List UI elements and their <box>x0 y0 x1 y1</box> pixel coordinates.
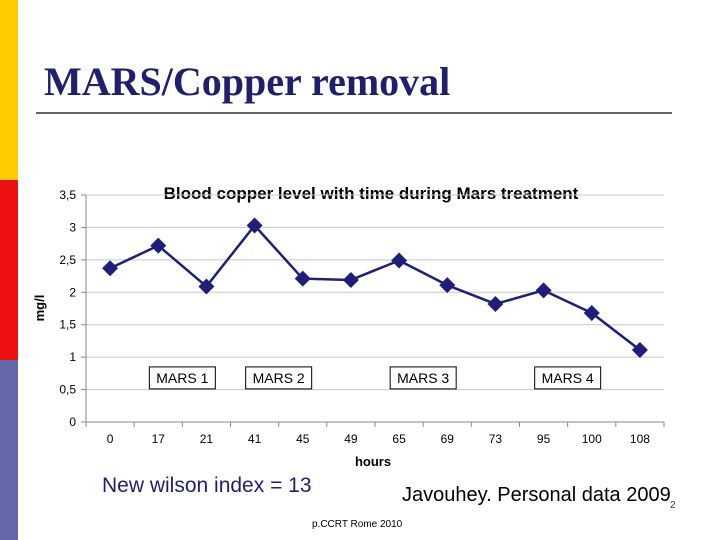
mars-label-text: MARS 4 <box>542 370 594 386</box>
x-tick-label: 65 <box>392 432 406 446</box>
chart-title: Blood copper level with time during Mars… <box>164 184 579 203</box>
data-point-marker <box>150 237 167 254</box>
data-point-marker <box>294 270 311 287</box>
accent-bar-red <box>0 180 18 360</box>
mars-session-label: MARS 2 <box>245 366 313 390</box>
wilson-index-note: New wilson index = 13 <box>102 474 312 497</box>
x-axis-label: hours <box>355 454 391 469</box>
accent-bar-yellow <box>0 0 18 180</box>
x-tick-label: 45 <box>296 432 310 446</box>
mars-label-box <box>534 366 602 390</box>
data-point-marker <box>487 295 504 312</box>
y-tick-label: 3 <box>69 220 76 234</box>
y-tick-label: 2,5 <box>59 253 76 267</box>
x-tick-label: 108 <box>630 432 650 446</box>
x-tick-label: 0 <box>107 432 114 446</box>
x-tick-label: 95 <box>537 432 551 446</box>
accent-bar-blue <box>0 360 18 540</box>
page-number: 2 <box>670 500 676 511</box>
title-underline <box>36 112 672 114</box>
mars-session-label: MARS 4 <box>534 366 602 390</box>
mars-session-label: MARS 1 <box>148 366 216 390</box>
data-point-marker <box>198 278 215 295</box>
mars-label-text: MARS 3 <box>397 370 449 386</box>
data-point-marker <box>391 252 408 269</box>
x-tick-label: 21 <box>200 432 214 446</box>
mars-label-box <box>148 366 216 390</box>
mars-label-box <box>389 366 457 390</box>
y-tick-label: 2 <box>69 285 76 299</box>
x-tick-label: 100 <box>582 432 602 446</box>
y-tick-label: 1,5 <box>59 318 76 332</box>
y-tick-label: 1 <box>69 350 76 364</box>
slide-title: MARS/Copper removal <box>44 59 451 104</box>
x-tick-label: 69 <box>441 432 455 446</box>
x-tick-label: 73 <box>489 432 503 446</box>
data-point-marker <box>246 217 263 234</box>
footer-text: p.CCRT Rome 2010 <box>312 519 403 530</box>
mars-label-box <box>245 366 313 390</box>
data-point-marker <box>535 282 552 299</box>
x-tick-label: 49 <box>344 432 358 446</box>
x-tick-label: 41 <box>248 432 262 446</box>
data-source-note: Javouhey. Personal data 2009 <box>402 484 671 506</box>
x-tick-label: 17 <box>152 432 166 446</box>
series-line <box>109 224 641 352</box>
y-axis-label: mg/l <box>32 295 47 322</box>
y-tick-label: 3,5 <box>59 188 76 202</box>
y-tick-label: 0,5 <box>59 383 76 397</box>
copper-line-chart: Blood copper level with time during Mars… <box>32 184 665 469</box>
data-point-marker <box>439 277 456 294</box>
mars-label-text: MARS 1 <box>156 370 208 386</box>
data-point-marker <box>342 271 359 288</box>
mars-label-text: MARS 2 <box>253 370 305 386</box>
data-point-marker <box>631 342 648 359</box>
data-point-marker <box>583 305 600 322</box>
y-tick-label: 0 <box>69 415 76 429</box>
data-point-marker <box>102 260 119 277</box>
mars-session-label: MARS 3 <box>389 366 457 390</box>
